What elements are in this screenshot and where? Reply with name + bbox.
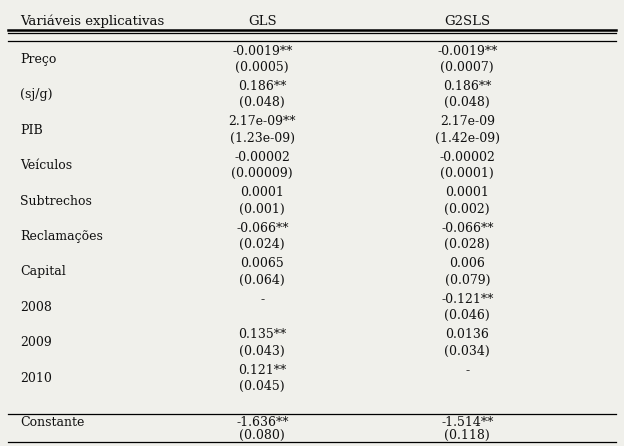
- Text: (0.028): (0.028): [444, 238, 490, 251]
- Text: -0.00002: -0.00002: [439, 151, 495, 164]
- Text: (0.0001): (0.0001): [441, 167, 494, 180]
- Text: -0.0019**: -0.0019**: [437, 45, 497, 58]
- Text: (0.001): (0.001): [240, 203, 285, 216]
- Text: -0.066**: -0.066**: [441, 222, 494, 235]
- Text: 0.006: 0.006: [449, 257, 485, 270]
- Text: (0.064): (0.064): [240, 274, 285, 287]
- Text: PIB: PIB: [20, 124, 43, 136]
- Text: (0.0005): (0.0005): [235, 61, 289, 74]
- Text: 2010: 2010: [20, 372, 52, 385]
- Text: 0.135**: 0.135**: [238, 328, 286, 341]
- Text: (0.024): (0.024): [240, 238, 285, 251]
- Text: (0.046): (0.046): [444, 309, 490, 322]
- Text: 2008: 2008: [20, 301, 52, 314]
- Text: 0.0136: 0.0136: [446, 328, 489, 341]
- Text: -: -: [260, 293, 265, 306]
- Text: (0.034): (0.034): [444, 345, 490, 358]
- Text: -: -: [466, 363, 469, 377]
- Text: (sj/g): (sj/g): [20, 88, 52, 101]
- Text: G2SLS: G2SLS: [444, 15, 490, 28]
- Text: 0.186**: 0.186**: [443, 80, 492, 93]
- Text: GLS: GLS: [248, 15, 276, 28]
- Text: 0.0001: 0.0001: [240, 186, 285, 199]
- Text: Constante: Constante: [20, 416, 84, 429]
- Text: (1.42e-09): (1.42e-09): [435, 132, 500, 145]
- Text: 0.186**: 0.186**: [238, 80, 286, 93]
- Text: Variáveis explicativas: Variáveis explicativas: [20, 15, 164, 28]
- Text: 2.17e-09**: 2.17e-09**: [228, 116, 296, 128]
- Text: Subtrechos: Subtrechos: [20, 194, 92, 207]
- Text: (0.00009): (0.00009): [232, 167, 293, 180]
- Text: -1.636**: -1.636**: [236, 416, 288, 429]
- Text: (0.079): (0.079): [444, 274, 490, 287]
- Text: 0.0065: 0.0065: [240, 257, 284, 270]
- Text: (0.048): (0.048): [444, 96, 490, 109]
- Text: 0.121**: 0.121**: [238, 363, 286, 377]
- Text: (0.045): (0.045): [240, 380, 285, 393]
- Text: -0.0019**: -0.0019**: [232, 45, 293, 58]
- Text: (0.118): (0.118): [444, 429, 490, 442]
- Text: 2.17e-09: 2.17e-09: [440, 116, 495, 128]
- Text: 2009: 2009: [20, 336, 52, 349]
- Text: 0.0001: 0.0001: [446, 186, 489, 199]
- Text: -0.121**: -0.121**: [441, 293, 494, 306]
- Text: (0.002): (0.002): [444, 203, 490, 216]
- Text: (0.0007): (0.0007): [441, 61, 494, 74]
- Text: Preço: Preço: [20, 53, 56, 66]
- Text: -1.514**: -1.514**: [441, 416, 494, 429]
- Text: -0.00002: -0.00002: [235, 151, 290, 164]
- Text: (0.043): (0.043): [240, 345, 285, 358]
- Text: (1.23e-09): (1.23e-09): [230, 132, 295, 145]
- Text: (0.080): (0.080): [240, 429, 285, 442]
- Text: (0.048): (0.048): [240, 96, 285, 109]
- Text: Veículos: Veículos: [20, 159, 72, 172]
- Text: Reclamações: Reclamações: [20, 230, 103, 243]
- Text: Capital: Capital: [20, 265, 66, 278]
- Text: -0.066**: -0.066**: [236, 222, 288, 235]
